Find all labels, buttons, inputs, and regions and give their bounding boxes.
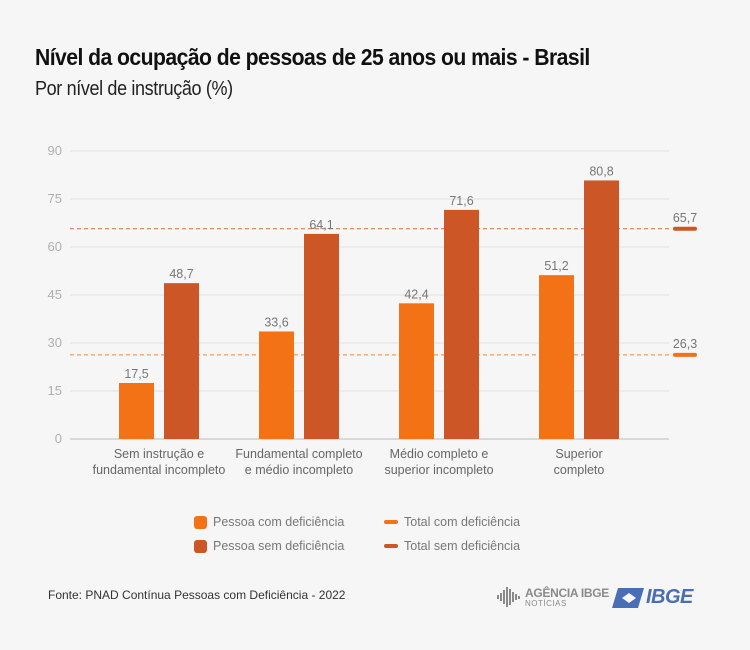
gridlines [70,150,669,440]
x-category-label: completo [554,463,605,477]
bar-value-label: 80,8 [589,164,613,178]
bar-value-label: 33,6 [264,315,288,329]
bars: 17,5 48,7 33,6 64,1 42,4 71,6 51,2 80,8 [119,164,619,439]
bar-value-label: 42,4 [404,287,428,301]
bar-sem-deficiencia [444,209,479,439]
bar-com-deficiencia [399,303,434,439]
x-category-label: e médio incompleto [245,463,353,477]
legend-label: Pessoa com deficiência [213,515,345,529]
x-category-label: Sem instrução e [114,447,204,461]
agencia-title: AGÊNCIA IBGE [525,585,609,600]
x-category-label: Médio completo e [390,447,489,461]
legend-line-icon [384,520,398,524]
reference-marker [673,352,697,357]
ibge-wordmark: IBGE [646,586,693,608]
legend-swatch-icon [194,539,207,553]
reference-value-label: 26,3 [673,337,697,351]
y-tick-label: 90 [48,143,62,158]
bar-value-label: 48,7 [169,267,193,281]
legend-swatch-icon [194,515,207,529]
x-category-label: fundamental incompleto [93,463,226,477]
ibge-emblem-icon [612,587,644,608]
legend-label: Total sem deficiência [404,539,521,553]
bar-com-deficiencia [539,275,574,439]
category-labels: Sem instrução e fundamental incompleto Fun… [93,447,605,477]
legend-item-total-sem-deficiencia: Total sem deficiência [384,534,520,558]
legend-label: Total com deficiência [404,515,521,529]
bar-value-label: 64,1 [309,218,333,232]
ibge-logo: IBGE [612,586,693,609]
y-tick-label: 45 [48,287,62,302]
bar-value-label: 51,2 [544,259,568,273]
legend-bars: Pessoa com deficiência Pessoa sem defici… [194,510,344,558]
chart-subtitle: Por nível de instrução (%) [35,78,233,100]
x-category-label: Superior [555,447,602,461]
y-axis-ticks: 0 15 30 45 60 75 90 [48,143,62,446]
chart-title: Nível da ocupação de pessoas de 25 anos … [35,44,590,70]
y-tick-label: 15 [48,383,62,398]
legend-line-icon [384,544,398,548]
bar-chart: 0 15 30 45 60 75 90 26,3 65,7 17,5 48,7 33,6 64,1 4… [48,143,698,477]
legend-item-com-deficiencia: Pessoa com deficiência [194,510,344,534]
x-category-label: superior incompleto [384,463,493,477]
legend-lines: Total com deficiência Total sem deficiên… [384,510,520,558]
bar-value-label: 17,5 [124,367,148,381]
bar-com-deficiencia [119,383,154,439]
bar-sem-deficiencia [304,233,339,439]
y-tick-label: 60 [48,239,62,254]
legend-item-total-com-deficiencia: Total com deficiência [384,510,520,534]
x-category-label: Fundamental completo [235,447,362,461]
y-tick-label: 0 [55,431,62,446]
agencia-ibge-logo: AGÊNCIA IBGE NOTÍCIAS [497,586,609,608]
source-note: Fonte: PNAD Contínua Pessoas com Deficiê… [48,588,346,602]
bar-sem-deficiencia [584,180,619,439]
bar-com-deficiencia [259,331,294,439]
y-tick-label: 30 [48,335,62,350]
bar-value-label: 71,6 [449,194,473,208]
agencia-bars-icon [497,587,520,607]
legend-label: Pessoa sem deficiência [213,539,345,553]
y-tick-label: 75 [48,191,62,206]
bar-sem-deficiencia [164,283,199,439]
legend-item-sem-deficiencia: Pessoa sem deficiência [194,534,344,558]
reference-value-label: 65,7 [673,211,697,225]
reference-marker [673,226,697,231]
agencia-subtitle: NOTÍCIAS [525,598,567,608]
